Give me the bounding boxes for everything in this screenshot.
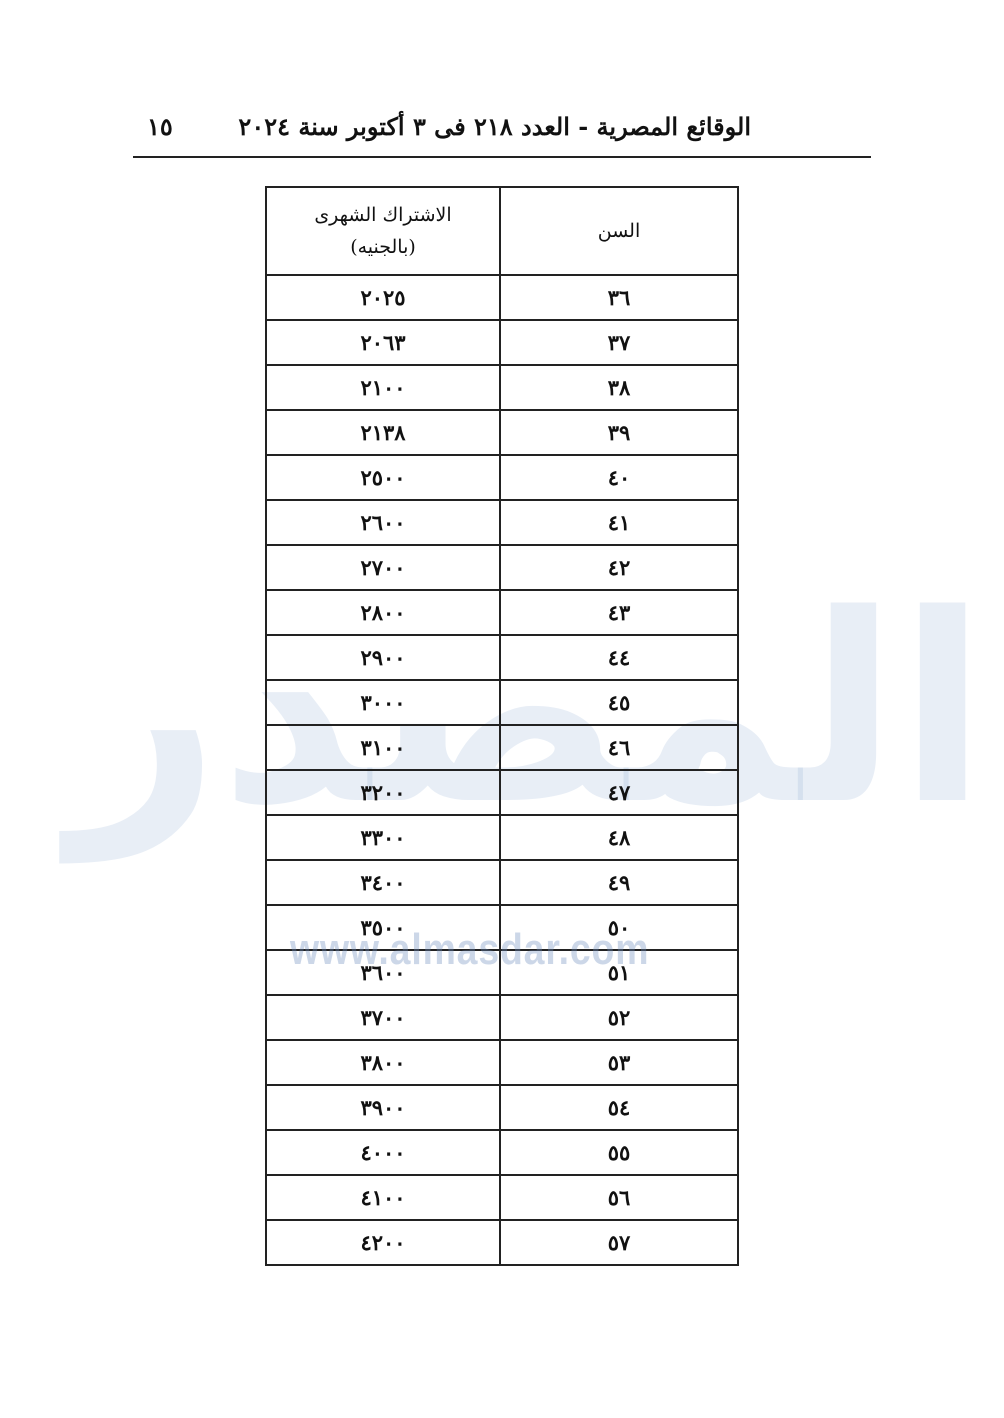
table-row: ٤١ ٢٦٠٠ [265, 499, 739, 546]
age-cell: ٤٨ [499, 814, 739, 861]
age-cell: ٥٣ [499, 1039, 739, 1086]
table-row: ٤٦ ٣١٠٠ [265, 724, 739, 771]
age-cell: ٣٨ [499, 364, 739, 411]
fee-header-line2: (بالجنيه) [350, 236, 416, 258]
table-row: ٥٠ ٣٥٠٠ [265, 904, 739, 951]
fee-cell: ٢٠٢٥ [265, 274, 501, 321]
fee-cell: ٢٨٠٠ [265, 589, 501, 636]
page-header: الوقائع المصرية - العدد ٢١٨ فى ٣ أكتوبر … [133, 110, 871, 156]
column-header-fee: الاشتراك الشهرى (بالجنيه) [265, 186, 501, 276]
age-cell: ٥٢ [499, 994, 739, 1041]
table-row: ٥٢ ٣٧٠٠ [265, 994, 739, 1041]
table-row: ٣٧ ٢٠٦٣ [265, 319, 739, 366]
column-header-age: السن [499, 186, 739, 276]
age-cell: ٥١ [499, 949, 739, 996]
table-row: ٣٩ ٢١٣٨ [265, 409, 739, 456]
watermark-url: www.almasdar.com [290, 925, 650, 974]
age-cell: ٣٦ [499, 274, 739, 321]
fee-cell: ٢١٠٠ [265, 364, 501, 411]
age-cell: ٥٦ [499, 1174, 739, 1221]
subscription-table: السن الاشتراك الشهرى (بالجنيه) ٣٦ ٢٠٢٥ ٣٧ ٢… [265, 186, 739, 1266]
table-row: ٥٧ ٤٢٠٠ [265, 1219, 739, 1266]
fee-cell: ٣٨٠٠ [265, 1039, 501, 1086]
age-cell: ٤١ [499, 499, 739, 546]
age-cell: ٥٠ [499, 904, 739, 951]
table-row: ٤٢ ٢٧٠٠ [265, 544, 739, 591]
table-row: ٤٨ ٣٣٠٠ [265, 814, 739, 861]
age-cell: ٤٢ [499, 544, 739, 591]
fee-cell: ٢١٣٨ [265, 409, 501, 456]
fee-cell: ٣٩٠٠ [265, 1084, 501, 1131]
fee-cell: ٤٠٠٠ [265, 1129, 501, 1176]
age-cell: ٣٧ [499, 319, 739, 366]
fee-cell: ٣٣٠٠ [265, 814, 501, 861]
table-row: ٥٣ ٣٨٠٠ [265, 1039, 739, 1086]
fee-cell: ٤٢٠٠ [265, 1219, 501, 1266]
table-row: ٤٣ ٢٨٠٠ [265, 589, 739, 636]
age-cell: ٥٤ [499, 1084, 739, 1131]
fee-cell: ٣٢٠٠ [265, 769, 501, 816]
table-row: ٤٤ ٢٩٠٠ [265, 634, 739, 681]
table-row: ٤٥ ٣٠٠٠ [265, 679, 739, 726]
fee-cell: ٣٦٠٠ [265, 949, 501, 996]
age-cell: ٤٦ [499, 724, 739, 771]
fee-cell: ٣٤٠٠ [265, 859, 501, 906]
age-cell: ٤٩ [499, 859, 739, 906]
fee-header-line1: الاشتراك الشهرى [314, 203, 452, 226]
table-row: ٤٠ ٢٥٠٠ [265, 454, 739, 501]
table-row: ٤٩ ٣٤٠٠ [265, 859, 739, 906]
fee-cell: ٢٥٠٠ [265, 454, 501, 501]
page-number: ١٥ [147, 112, 173, 141]
table-row: ٣٨ ٢١٠٠ [265, 364, 739, 411]
header-rule [133, 156, 871, 158]
table-row: ٥٦ ٤١٠٠ [265, 1174, 739, 1221]
fee-cell: ٣٧٠٠ [265, 994, 501, 1041]
age-cell: ٤٤ [499, 634, 739, 681]
age-cell: ٤٥ [499, 679, 739, 726]
age-cell: ٤٣ [499, 589, 739, 636]
fee-cell: ٢٧٠٠ [265, 544, 501, 591]
table-row: ٤٧ ٣٢٠٠ [265, 769, 739, 816]
page-title: الوقائع المصرية - العدد ٢١٨ فى ٣ أكتوبر … [238, 112, 751, 141]
age-cell: ٤٧ [499, 769, 739, 816]
fee-cell: ٢٩٠٠ [265, 634, 501, 681]
table-row: ٣٦ ٢٠٢٥ [265, 274, 739, 321]
age-cell: ٥٥ [499, 1129, 739, 1176]
table-row: ٥١ ٣٦٠٠ [265, 949, 739, 996]
age-cell: ٥٧ [499, 1219, 739, 1266]
fee-cell: ٣٠٠٠ [265, 679, 501, 726]
fee-cell: ٣١٠٠ [265, 724, 501, 771]
fee-cell: ٣٥٠٠ [265, 904, 501, 951]
fee-cell: ٢٦٠٠ [265, 499, 501, 546]
age-cell: ٤٠ [499, 454, 739, 501]
age-cell: ٣٩ [499, 409, 739, 456]
fee-cell: ٤١٠٠ [265, 1174, 501, 1221]
table-row: ٥٤ ٣٩٠٠ [265, 1084, 739, 1131]
table-row: ٥٥ ٤٠٠٠ [265, 1129, 739, 1176]
fee-cell: ٢٠٦٣ [265, 319, 501, 366]
